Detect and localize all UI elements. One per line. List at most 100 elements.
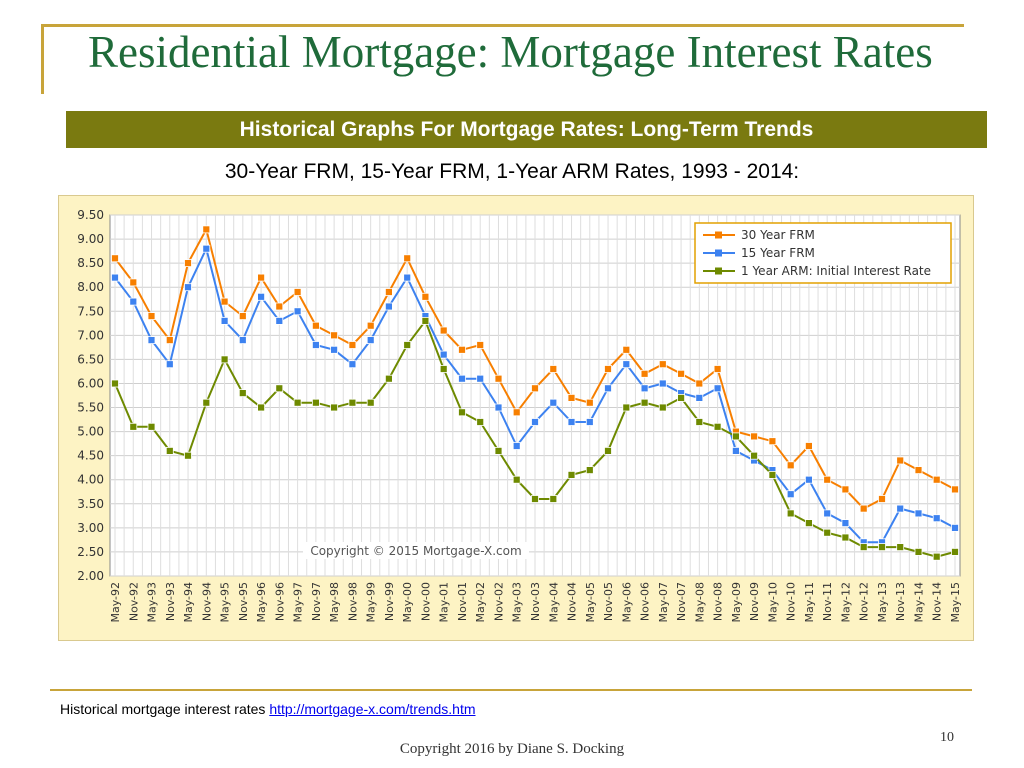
y-tick-label: 6.50: [77, 352, 104, 366]
data-point: [494, 374, 503, 383]
data-point: [439, 365, 448, 373]
data-point: [549, 365, 558, 373]
legend-swatch-marker: [715, 231, 722, 239]
x-tick-label: Nov-13: [894, 582, 907, 621]
page-number: 10: [940, 730, 954, 745]
data-point: [567, 393, 576, 402]
x-tick-label: May-13: [876, 582, 889, 623]
y-tick-label: 4.50: [77, 449, 104, 463]
x-tick-label: Nov-03: [529, 582, 542, 621]
data-point: [257, 403, 266, 412]
data-point: [476, 341, 485, 349]
x-tick-label: Nov-12: [858, 582, 871, 621]
data-point: [257, 273, 266, 282]
data-point: [202, 398, 211, 407]
data-point: [330, 331, 339, 340]
data-point: [932, 514, 941, 523]
slide-title: Residential Mortgage: Mortgage Interest …: [88, 27, 933, 77]
data-point: [732, 446, 740, 455]
data-point: [823, 528, 832, 537]
x-tick-label: May-10: [766, 582, 779, 623]
y-tick-label: 7.50: [77, 304, 104, 318]
chart-subtitle: 30-Year FRM, 15-Year FRM, 1-Year ARM Rat…: [224, 160, 800, 183]
data-point: [403, 341, 412, 349]
y-tick-label: 2.50: [77, 545, 104, 559]
data-point: [439, 350, 448, 359]
x-tick-label: May-94: [182, 582, 195, 623]
data-point: [293, 288, 302, 296]
data-point: [476, 418, 485, 426]
data-point: [220, 297, 229, 306]
source-link[interactable]: http://mortgage-x.com/trends.htm: [269, 701, 476, 717]
x-tick-label: Nov-11: [821, 582, 834, 621]
data-point: [220, 355, 229, 364]
data-point: [330, 403, 339, 412]
y-tick-label: 5.50: [77, 401, 104, 415]
data-point: [531, 384, 539, 393]
data-point: [238, 336, 247, 345]
data-point: [366, 336, 375, 345]
x-tick-label: May-97: [292, 582, 305, 623]
x-tick-label: May-92: [109, 582, 122, 623]
data-point: [184, 259, 192, 267]
data-point: [165, 446, 174, 455]
x-tick-label: May-01: [438, 582, 451, 623]
data-point: [604, 365, 612, 373]
data-point: [951, 485, 959, 494]
watermark-bg: [303, 542, 529, 559]
data-point: [458, 345, 466, 354]
data-point: [768, 437, 777, 446]
data-point: [330, 345, 339, 354]
data-point: [129, 278, 138, 287]
data-point: [403, 273, 412, 282]
x-tick-label: May-15: [949, 582, 962, 623]
data-point: [111, 379, 119, 388]
y-tick-label: 3.50: [77, 497, 104, 511]
data-point: [640, 369, 649, 378]
data-point: [129, 297, 138, 306]
data-point: [147, 336, 156, 345]
x-tick-label: Nov-95: [237, 582, 250, 621]
data-point: [640, 384, 649, 393]
data-point: [932, 475, 941, 484]
data-point: [458, 374, 466, 383]
data-point: [786, 490, 795, 499]
x-tick-label: Nov-10: [785, 582, 798, 621]
data-point: [567, 470, 576, 479]
legend-swatch-marker: [715, 249, 722, 257]
y-tick-label: 8.50: [77, 256, 104, 270]
x-tick-label: Nov-99: [383, 582, 396, 621]
legend-label: 15 Year FRM: [741, 246, 815, 260]
rates-line-chart: 9.50 9.00 8.50 8.00 7.50 7.00 6.50 6.00 5.50 5.00…: [77, 208, 962, 623]
data-point: [768, 470, 777, 479]
data-point: [549, 495, 558, 503]
x-tick-label: May-00: [401, 582, 414, 623]
x-tick-label: Nov-94: [200, 582, 213, 621]
data-point: [622, 403, 631, 412]
data-point: [202, 244, 211, 253]
x-tick-label: Nov-98: [346, 582, 359, 621]
data-point: [658, 360, 667, 369]
x-tick-label: Nov-97: [310, 582, 323, 621]
data-point: [585, 466, 594, 475]
section-banner: Historical Graphs For Mortgage Rates: Lo…: [66, 111, 987, 148]
data-point: [512, 475, 521, 484]
x-tick-label: Nov-01: [456, 582, 469, 621]
data-point: [275, 384, 284, 393]
x-tick-label: May-95: [219, 582, 232, 623]
data-point: [512, 408, 521, 417]
x-tick-label: Nov-06: [639, 582, 652, 621]
data-point: [366, 398, 375, 407]
data-point: [366, 321, 375, 330]
data-point: [549, 398, 558, 407]
y-tick-label: 8.00: [77, 280, 104, 294]
data-point: [238, 389, 247, 398]
x-tick-label: May-02: [474, 582, 487, 623]
x-tick-label: May-12: [839, 582, 852, 623]
data-point: [384, 374, 393, 383]
data-point: [732, 432, 740, 441]
legend-label: 1 Year ARM: Initial Interest Rate: [741, 264, 931, 278]
data-point: [914, 466, 923, 475]
data-point: [658, 379, 667, 388]
x-tick-label: May-07: [657, 582, 670, 623]
